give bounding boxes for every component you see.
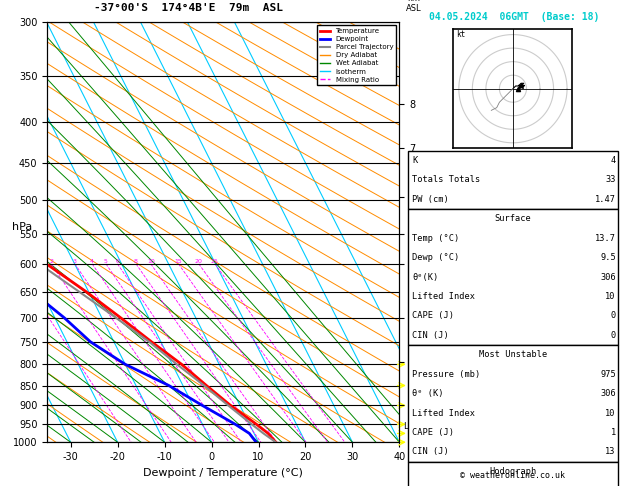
Text: 2: 2 [49, 259, 53, 264]
Text: K: K [412, 156, 417, 165]
Text: 20: 20 [195, 259, 203, 264]
Text: θᵉ(K): θᵉ(K) [412, 273, 438, 281]
Text: -37°00'S  174°4B'E  79m  ASL: -37°00'S 174°4B'E 79m ASL [94, 3, 282, 14]
Text: Lifted Index: Lifted Index [412, 292, 475, 301]
Legend: Temperature, Dewpoint, Parcel Trajectory, Dry Adiabat, Wet Adiabat, Isotherm, Mi: Temperature, Dewpoint, Parcel Trajectory… [317, 25, 396, 86]
Text: 25: 25 [211, 259, 219, 264]
Text: 6: 6 [116, 259, 120, 264]
Text: Dewp (°C): Dewp (°C) [412, 253, 459, 262]
Y-axis label: Mixing Ratio (g/kg): Mixing Ratio (g/kg) [418, 192, 427, 272]
Text: 0: 0 [611, 331, 616, 340]
Text: CIN (J): CIN (J) [412, 331, 448, 340]
Text: 4: 4 [90, 259, 94, 264]
Text: Temp (°C): Temp (°C) [412, 234, 459, 243]
Text: 13: 13 [605, 448, 616, 456]
Text: 10: 10 [605, 409, 616, 417]
Text: LCL: LCL [403, 422, 418, 432]
Text: 1.47: 1.47 [595, 195, 616, 204]
Text: Most Unstable: Most Unstable [479, 350, 547, 359]
Text: Hodograph: Hodograph [489, 467, 537, 476]
Y-axis label: hPa: hPa [13, 222, 33, 232]
Text: 306: 306 [600, 273, 616, 281]
Text: 975: 975 [600, 370, 616, 379]
Text: CIN (J): CIN (J) [412, 448, 448, 456]
X-axis label: Dewpoint / Temperature (°C): Dewpoint / Temperature (°C) [143, 468, 303, 478]
Text: 0: 0 [611, 312, 616, 320]
Text: 10: 10 [605, 292, 616, 301]
Text: CAPE (J): CAPE (J) [412, 428, 454, 437]
Text: 3: 3 [73, 259, 77, 264]
Text: 13.7: 13.7 [595, 234, 616, 243]
Text: 5: 5 [104, 259, 108, 264]
Text: Surface: Surface [494, 214, 532, 223]
Text: 10: 10 [147, 259, 155, 264]
Text: θᵉ (K): θᵉ (K) [412, 389, 443, 398]
Text: 33: 33 [605, 175, 616, 184]
Text: 1: 1 [611, 428, 616, 437]
Text: 4: 4 [611, 156, 616, 165]
Text: 9.5: 9.5 [600, 253, 616, 262]
Text: CAPE (J): CAPE (J) [412, 312, 454, 320]
Text: Lifted Index: Lifted Index [412, 409, 475, 417]
Text: 04.05.2024  06GMT  (Base: 18): 04.05.2024 06GMT (Base: 18) [430, 12, 599, 22]
Text: km
ASL: km ASL [406, 0, 421, 14]
Text: Pressure (mb): Pressure (mb) [412, 370, 481, 379]
Text: 306: 306 [600, 389, 616, 398]
Text: 15: 15 [175, 259, 182, 264]
Text: 8: 8 [134, 259, 138, 264]
Text: Totals Totals: Totals Totals [412, 175, 481, 184]
Text: © weatheronline.co.uk: © weatheronline.co.uk [460, 471, 565, 480]
Text: kt: kt [456, 30, 465, 39]
Text: PW (cm): PW (cm) [412, 195, 448, 204]
